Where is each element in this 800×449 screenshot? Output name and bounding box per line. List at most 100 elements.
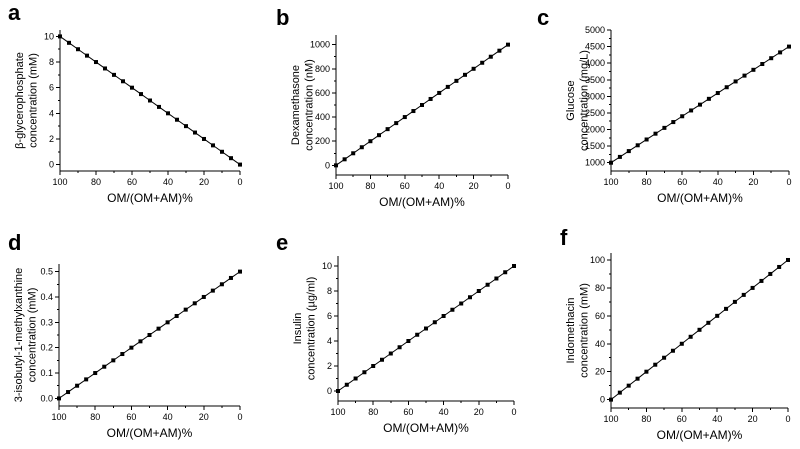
data-point — [219, 282, 224, 287]
data-point — [201, 294, 206, 299]
data-point — [156, 326, 161, 331]
y-tick-label: 20 — [595, 367, 605, 377]
y-axis-title: Insulinconcentration (µg/ml) — [292, 277, 317, 381]
data-point — [148, 98, 152, 103]
data-point — [751, 67, 756, 72]
data-point — [768, 271, 773, 276]
y-tick-label: 80 — [595, 283, 605, 293]
data-point — [689, 108, 694, 113]
x-tick-label: 20 — [474, 407, 484, 417]
y-tick-label: 4000 — [585, 58, 605, 68]
data-point — [662, 125, 667, 130]
data-point — [494, 276, 499, 281]
x-tick-label: 0 — [511, 407, 516, 417]
y-tick-label: 6 — [327, 311, 332, 321]
data-point — [103, 66, 107, 71]
data-point — [351, 151, 356, 156]
data-point — [238, 162, 242, 167]
y-axis-title-line: concentration (mM) — [578, 283, 590, 378]
data-point — [147, 333, 152, 337]
data-point — [506, 42, 510, 47]
y-axis-title-line: 3-isobutyl-1-methylxanthine — [13, 268, 25, 403]
data-point — [174, 313, 179, 318]
data-point — [183, 307, 188, 312]
data-point — [67, 40, 71, 45]
data-point — [75, 383, 80, 388]
y-tick-label: 600 — [315, 88, 330, 98]
data-point — [635, 376, 640, 381]
data-point — [459, 301, 464, 306]
data-point — [175, 117, 179, 122]
data-point — [85, 53, 89, 58]
x-axis-title: OM/(OM+AM)% — [657, 428, 743, 442]
data-point — [680, 114, 685, 119]
data-point — [688, 334, 693, 339]
x-axis-title: OM/(OM+AM)% — [383, 421, 469, 435]
x-tick-label: 40 — [163, 177, 173, 187]
x-tick-label: 100 — [328, 181, 343, 191]
data-point — [228, 275, 233, 280]
y-axis-title-line: Insulin — [292, 313, 304, 345]
x-tick-label: 60 — [677, 177, 687, 187]
data-point — [66, 390, 71, 395]
data-point — [617, 154, 622, 159]
data-point — [698, 102, 702, 107]
data-point — [415, 332, 420, 337]
x-tick-label: 40 — [713, 177, 723, 187]
data-point — [450, 307, 455, 312]
panel-f: f 100 80 60 40 20 0 0 20 40 60 80 100 OM/(OM+AM)% Indo… — [560, 225, 791, 442]
data-point — [609, 160, 613, 165]
x-axis-title: OM/(OM+AM)% — [379, 195, 465, 209]
data-point — [445, 84, 450, 89]
y-axis-title-line: β-glycerophosphate — [14, 52, 26, 149]
y-tick-label: 0.4 — [40, 292, 53, 302]
data-point — [238, 269, 242, 274]
x-tick-label: 40 — [163, 412, 173, 422]
data-point — [229, 156, 233, 161]
y-tick-label: 2 — [327, 361, 332, 371]
data-point — [211, 143, 215, 148]
data-point — [706, 320, 711, 325]
data-point — [742, 73, 747, 78]
data-point — [468, 295, 472, 300]
data-point — [485, 282, 490, 287]
x-tick-label: 40 — [434, 181, 444, 191]
data-point — [733, 79, 738, 84]
data-point — [184, 124, 188, 129]
x-tick-label: 60 — [400, 181, 410, 191]
x-tick-label: 80 — [642, 177, 652, 187]
y-tick-label: 0.3 — [40, 317, 53, 327]
data-point — [388, 351, 393, 356]
data-point — [334, 163, 338, 168]
data-point — [130, 85, 134, 90]
data-point — [94, 60, 98, 65]
panel-d: d 100 80 60 40 20 0 0.0 0.1 0.2 0.3 0.4 0.5 OM/(OM+AM… — [8, 230, 243, 440]
data-point — [411, 109, 416, 114]
panel-a: a 100 80 60 40 20 0 0 2 4 6 8 10 OM/(OM+AM)% β-glycero… — [8, 0, 243, 205]
data-point — [679, 341, 684, 346]
y-axis-title-line: concentration (mg/L) — [578, 50, 590, 151]
y-tick-label: 200 — [315, 136, 330, 146]
data-point — [454, 78, 459, 83]
x-tick-label: 60 — [403, 407, 413, 417]
x-axis-title: OM/(OM+AM)% — [107, 426, 193, 440]
y-tick-label: 8 — [327, 286, 332, 296]
x-axis-title: OM/(OM+AM)% — [107, 191, 193, 205]
data-point — [732, 299, 737, 304]
data-point — [786, 257, 790, 262]
panel-letter-f: f — [560, 225, 568, 250]
data-point — [437, 90, 442, 95]
y-tick-label: 2 — [49, 134, 54, 144]
y-tick-label: 4500 — [585, 42, 605, 52]
x-tick-label: 80 — [368, 407, 378, 417]
y-tick-label: 1000 — [585, 158, 605, 168]
y-tick-label: 40 — [595, 339, 605, 349]
x-tick-label: 80 — [91, 177, 101, 187]
panel-e: e 100 80 60 40 20 0 0 2 4 6 8 10 OM/(OM+AM)% Insulinco… — [276, 230, 517, 435]
y-axis-title-line: concentration (nM) — [303, 59, 315, 151]
data-point — [750, 285, 755, 290]
panel-letter-c: c — [537, 5, 549, 30]
panel-letter-b: b — [276, 5, 289, 30]
data-point — [406, 339, 411, 343]
